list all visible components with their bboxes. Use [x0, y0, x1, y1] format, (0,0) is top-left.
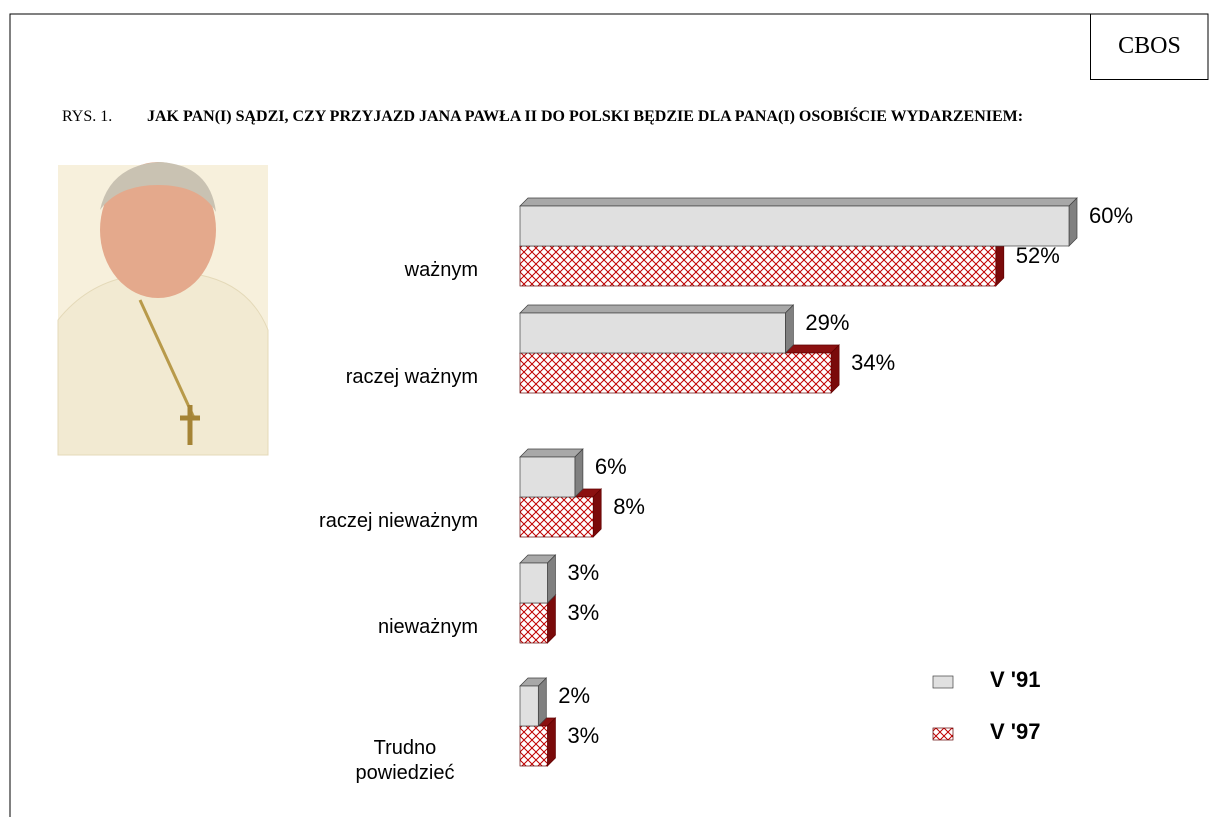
value-label: 52% [1016, 243, 1060, 268]
bars: 52% 60% 34%29% 8% 6% 3% 3% 3% 2% [520, 198, 1133, 766]
badge: CBOS [1090, 14, 1208, 80]
photo [58, 162, 268, 455]
value-label: 34% [851, 350, 895, 375]
bar [520, 353, 831, 393]
value-label: 2% [558, 683, 590, 708]
page: 52% 60% 34%29% 8% 6% 3% 3% 3% 2% CBOS RYS. 1.JAK… [0, 0, 1210, 817]
bar-side-face [1069, 198, 1077, 246]
category-label: raczej ważnym [258, 365, 478, 390]
bar [520, 726, 547, 766]
category-label: ważnym [258, 258, 478, 283]
bar-side-face [547, 718, 555, 766]
chart-title: RYS. 1.JAK PAN(I) SĄDZI, CZY PRZYJAZD JA… [62, 106, 1162, 127]
bar [520, 457, 575, 497]
bar [520, 497, 593, 537]
category-label: raczej nieważnym [258, 509, 478, 534]
bar-side-face [831, 345, 839, 393]
category-label: nieważnym [258, 615, 478, 640]
bar-side-face [593, 489, 601, 537]
legend-swatch [933, 728, 953, 740]
value-label: 3% [567, 600, 599, 625]
bar [520, 603, 547, 643]
bar [520, 313, 785, 353]
bar [520, 563, 547, 603]
figure-label: RYS. 1. [62, 106, 147, 127]
bar-side-face [575, 449, 583, 497]
bar-side-face [538, 678, 546, 726]
value-label: 3% [567, 560, 599, 585]
bar-side-face [785, 305, 793, 353]
value-label: 6% [595, 454, 627, 479]
bar-top-face [520, 305, 793, 313]
bar [520, 686, 538, 726]
title-text: JAK PAN(I) SĄDZI, CZY PRZYJAZD JANA PAWŁ… [147, 106, 1147, 127]
value-label: 3% [567, 723, 599, 748]
bar [520, 246, 996, 286]
legend-swatch [933, 676, 953, 688]
bar-side-face [547, 555, 555, 603]
legend-label: V '91 [990, 667, 1041, 693]
category-label: Trudno powiedzieć [340, 736, 470, 786]
bar-top-face [520, 449, 583, 457]
value-label: 60% [1089, 203, 1133, 228]
value-label: 8% [613, 494, 645, 519]
bar-top-face [520, 198, 1077, 206]
value-label: 29% [805, 310, 849, 335]
legend-label: V '97 [990, 719, 1041, 745]
bar [520, 206, 1069, 246]
